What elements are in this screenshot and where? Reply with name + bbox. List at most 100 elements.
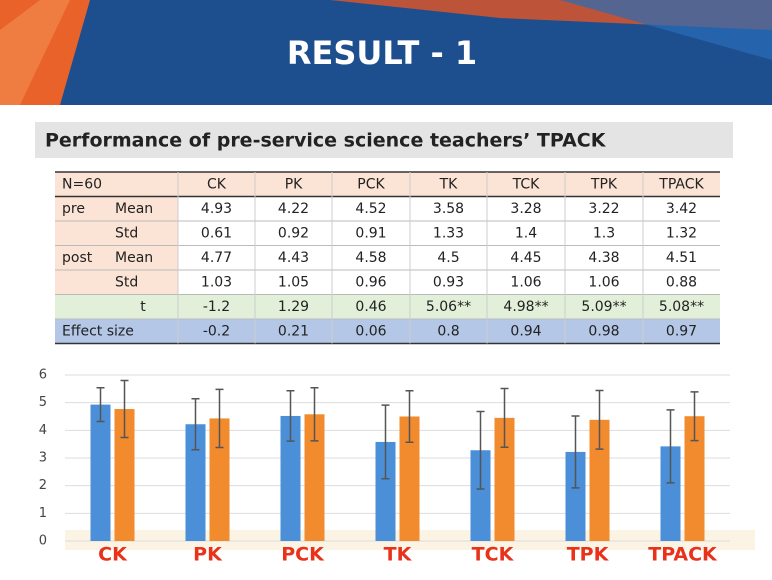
y-tick-label: 6 — [39, 368, 47, 383]
x-tick-label: PK — [193, 544, 223, 566]
table-cell: 5.09** — [581, 299, 626, 315]
table-header-cell: PK — [285, 176, 303, 192]
table-cell: 1.03 — [201, 274, 232, 290]
table-cell: -0.2 — [203, 323, 230, 339]
table-header-cell: TPACK — [658, 176, 704, 192]
table-label-bg — [55, 245, 178, 270]
table-cell: 1.4 — [515, 225, 537, 241]
table-cell: 0.94 — [510, 323, 541, 339]
subtitle: Performance of pre-service science teach… — [45, 130, 607, 152]
y-tick-label: 1 — [39, 506, 47, 521]
table-label-cell: Std — [115, 225, 138, 241]
table-header-cell: N=60 — [62, 176, 102, 192]
error-bar — [215, 388, 224, 449]
bar — [375, 441, 396, 541]
table-header-cell: CK — [207, 176, 227, 192]
table-label-cell: Std — [115, 274, 138, 290]
table-cell: 4.38 — [588, 250, 619, 266]
x-tick-label: TPK — [567, 544, 610, 566]
table-label-bg — [55, 196, 178, 221]
banner-accent — [0, 0, 70, 105]
table-group-cell: Effect size — [62, 323, 134, 339]
table-label-bg — [55, 270, 178, 295]
error-bar — [500, 387, 509, 448]
table-cell: 1.3 — [593, 225, 615, 241]
subtitle-bar — [35, 122, 733, 158]
banner-accent — [560, 0, 772, 60]
table-cell: 1.33 — [433, 225, 464, 241]
bar — [114, 409, 135, 541]
table-cell: 0.61 — [201, 225, 232, 241]
table-cell: 5.06** — [426, 299, 471, 315]
error-bar — [310, 386, 319, 442]
error-bar — [666, 409, 675, 484]
error-bar — [381, 404, 390, 480]
table-cell: 0.88 — [666, 274, 697, 290]
table-cell: 4.52 — [355, 201, 386, 217]
bar — [209, 418, 230, 541]
error-bar — [405, 390, 414, 443]
bar — [565, 451, 586, 541]
x-tick-label: PCK — [281, 544, 325, 566]
x-tick-label: TPACK — [648, 544, 718, 566]
error-bar — [96, 386, 105, 423]
bar — [589, 419, 610, 541]
table-group-cell: pre — [62, 201, 85, 217]
bar — [399, 416, 420, 541]
table-cell: 4.77 — [201, 250, 232, 266]
error-bar — [286, 390, 295, 442]
table-cell: 4.58 — [355, 250, 386, 266]
y-tick-label: 3 — [39, 451, 47, 466]
table-cell: 1.29 — [278, 299, 309, 315]
table-cell: 3.22 — [588, 201, 619, 217]
table-cell: 4.5 — [437, 250, 459, 266]
slide-title: RESULT - 1 — [287, 34, 477, 72]
table-cell: 4.43 — [278, 250, 309, 266]
y-tick-label: 0 — [39, 534, 47, 549]
table-cell: 0.92 — [278, 225, 309, 241]
table-cell: 0.96 — [355, 274, 386, 290]
table-cell: 4.98** — [503, 299, 548, 315]
bar — [470, 450, 491, 541]
table-cell: 1.06 — [510, 274, 541, 290]
table-cell: 0.97 — [666, 323, 697, 339]
table-cell: 5.08** — [659, 299, 704, 315]
bar — [494, 417, 515, 541]
table-label-cell: t — [140, 299, 146, 315]
table-cell: 0.06 — [355, 323, 386, 339]
table-cell: 3.42 — [666, 201, 697, 217]
table-label-bg — [55, 221, 178, 246]
error-bar — [571, 415, 580, 489]
table-cell: 0.8 — [437, 323, 459, 339]
table-cell: 3.58 — [433, 201, 464, 217]
error-bar — [690, 391, 699, 442]
error-bar — [476, 410, 485, 490]
table-cell: 1.05 — [278, 274, 309, 290]
table-header-cell: TPK — [590, 176, 618, 192]
table-cell: 0.21 — [278, 323, 309, 339]
table-cell: 0.46 — [355, 299, 386, 315]
bar — [280, 415, 301, 541]
x-tick-label: CK — [98, 544, 128, 566]
table-cell: 1.06 — [588, 274, 619, 290]
table-header-cell: TK — [439, 176, 459, 192]
table-cell: -1.2 — [203, 299, 230, 315]
x-tick-label: TCK — [472, 544, 515, 566]
y-tick-label: 5 — [39, 395, 47, 410]
x-tick-label: TK — [384, 544, 413, 566]
table-cell: 4.51 — [666, 250, 697, 266]
bar — [684, 416, 705, 541]
table-header-cell: TCK — [512, 176, 541, 192]
bar — [660, 446, 681, 541]
y-tick-label: 2 — [39, 478, 47, 493]
error-bar — [595, 389, 604, 450]
y-tick-label: 4 — [39, 423, 47, 438]
table-cell: 1.32 — [666, 225, 697, 241]
table-cell: 3.28 — [510, 201, 541, 217]
table-label-cell: Mean — [115, 250, 153, 266]
table-cell: 4.22 — [278, 201, 309, 217]
table-cell: 0.98 — [588, 323, 619, 339]
table-header-cell: PCK — [357, 176, 385, 192]
table-cell: 4.45 — [510, 250, 541, 266]
